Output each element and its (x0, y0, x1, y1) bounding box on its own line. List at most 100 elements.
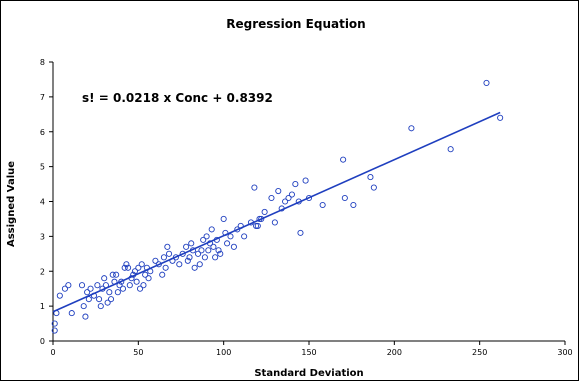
data-point (198, 247, 205, 254)
data-point (125, 264, 132, 271)
data-point (164, 243, 171, 250)
y-tick-label: 6 (40, 128, 45, 137)
data-point (176, 261, 183, 268)
data-point (82, 313, 89, 320)
y-tick-label: 3 (40, 232, 45, 241)
data-points (51, 79, 504, 334)
data-point (114, 289, 121, 296)
data-point (128, 275, 135, 282)
data-point (208, 226, 215, 233)
data-point (143, 264, 150, 271)
data-point (106, 289, 113, 296)
data-point (241, 233, 248, 240)
data-point (160, 254, 167, 261)
x-tick-label: 150 (301, 348, 316, 357)
data-point (162, 264, 169, 271)
data-point (147, 268, 154, 275)
data-point (203, 233, 210, 240)
data-point (350, 201, 357, 209)
data-point (447, 146, 454, 153)
chart-title: Regression Equation (226, 17, 365, 31)
x-axis-label: Standard Deviation (254, 368, 363, 379)
data-point (94, 282, 101, 289)
data-point (186, 254, 193, 261)
data-point (179, 250, 186, 257)
data-point (258, 215, 265, 222)
data-point (256, 215, 263, 222)
data-point (188, 240, 195, 247)
data-point (295, 198, 302, 205)
data-point (196, 261, 203, 268)
trendline-group (52, 111, 501, 313)
data-point (152, 257, 159, 264)
data-point (109, 271, 116, 278)
data-point (99, 285, 106, 292)
data-point (107, 296, 115, 303)
data-point (119, 285, 127, 292)
data-point (282, 198, 289, 205)
data-point (247, 219, 255, 226)
data-point (65, 282, 72, 289)
y-tick-label: 8 (40, 58, 45, 67)
y-tick-label: 7 (40, 93, 45, 102)
data-point (210, 243, 217, 250)
data-point (96, 296, 103, 303)
x-tick-label: 300 (557, 348, 572, 357)
x-tick-label: 250 (472, 348, 487, 357)
data-point (169, 257, 176, 264)
data-point (155, 261, 162, 268)
data-point (51, 327, 58, 334)
data-point (302, 177, 309, 184)
data-point (251, 184, 258, 191)
data-point (80, 303, 87, 310)
data-point (84, 289, 91, 296)
y-tick-label: 4 (40, 198, 45, 207)
data-point (408, 125, 415, 132)
data-point (126, 282, 133, 289)
x-tick-label: 100 (216, 348, 231, 357)
x-tick-label: 0 (50, 348, 55, 357)
data-point (212, 254, 219, 261)
y-tick-label: 0 (40, 337, 45, 346)
y-tick-label: 1 (40, 302, 45, 311)
data-point (97, 303, 104, 310)
y-axis-label: Assigned Value (6, 161, 17, 247)
data-point (220, 215, 227, 222)
data-point (206, 240, 214, 247)
data-point (341, 194, 348, 202)
data-point (370, 184, 377, 191)
data-point (305, 194, 313, 202)
data-point (183, 243, 190, 250)
data-point (101, 275, 108, 282)
x-tick-label: 200 (387, 348, 402, 357)
data-point (116, 282, 123, 289)
data-point (172, 254, 179, 261)
data-point (254, 222, 261, 229)
data-point (200, 236, 207, 243)
x-tick-label: 50 (133, 348, 143, 357)
data-point (222, 229, 229, 236)
data-point (159, 271, 166, 278)
y-tick-label: 2 (40, 267, 45, 276)
data-point (53, 310, 60, 317)
data-point (297, 229, 304, 236)
data-point (292, 181, 299, 188)
data-point (140, 282, 147, 289)
data-point (271, 219, 278, 226)
trendline (52, 111, 501, 313)
data-point (237, 222, 244, 229)
data-point (215, 247, 222, 254)
data-point (340, 156, 347, 163)
data-point (121, 264, 128, 271)
data-point (133, 278, 140, 285)
data-point (189, 247, 196, 254)
data-point (56, 292, 63, 299)
data-point (367, 174, 374, 181)
data-point (230, 243, 237, 250)
data-point (142, 271, 149, 278)
data-point (253, 222, 260, 229)
data-point (217, 250, 224, 257)
